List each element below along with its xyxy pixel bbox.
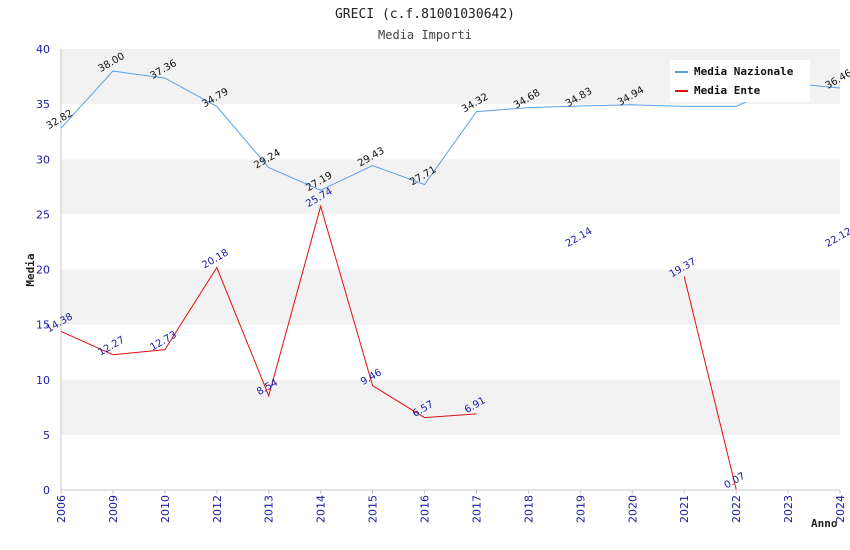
legend-label-ente: Media Ente <box>694 84 761 97</box>
y-tick-label: 15 <box>36 319 50 332</box>
axes <box>60 49 841 494</box>
series-line-nazionale <box>60 70 841 191</box>
x-tick-label: 2018 <box>522 495 535 523</box>
grid-band <box>61 324 840 380</box>
grid-band <box>61 104 840 160</box>
grid-band <box>61 379 840 435</box>
x-tick-label: 2013 <box>263 495 276 523</box>
y-tick-label: 30 <box>36 153 50 166</box>
series-line-ente <box>60 204 477 419</box>
legend-label-nazionale: Media Nazionale <box>694 65 794 78</box>
x-tick-label: 2019 <box>574 495 587 523</box>
series-lines <box>60 70 841 490</box>
x-tick-label: 2021 <box>678 495 691 523</box>
x-tick-labels: 2006 2009 2010 2012 2013 2014 2015 2016 2017 2018… <box>55 495 847 523</box>
x-tick-label: 2020 <box>626 495 639 523</box>
y-tick-label: 0 <box>43 484 50 497</box>
chart-title: GRECI (c.f.81001030642) <box>335 7 515 22</box>
x-tick-label: 2017 <box>470 495 483 523</box>
x-tick-label: 2010 <box>159 495 172 523</box>
x-tick-label: 2014 <box>315 495 328 523</box>
grid-band <box>61 434 840 490</box>
y-axis-label: Media <box>24 253 37 286</box>
x-tick-label: 2023 <box>782 495 795 523</box>
grid-bands <box>61 49 840 490</box>
y-tick-label: 40 <box>36 43 50 56</box>
x-tick-label: 2006 <box>55 495 68 523</box>
chart-subtitle: Media Importi <box>378 28 472 42</box>
x-axis-label: Anno <box>811 517 838 530</box>
x-tick-label: 2009 <box>107 495 120 523</box>
grid-band <box>61 159 840 215</box>
y-tick-label: 10 <box>36 374 50 387</box>
grid-band <box>61 269 840 325</box>
y-tick-label: 35 <box>36 98 50 111</box>
legend: Media Nazionale Media Ente <box>670 60 810 102</box>
x-tick-label: 2012 <box>211 495 224 523</box>
x-tick-label: 2022 <box>730 495 743 523</box>
x-tick-label: 2016 <box>419 495 432 523</box>
x-tick-label: 2024 <box>834 495 847 523</box>
legend-box <box>670 60 810 102</box>
y-tick-label: 20 <box>36 264 50 277</box>
y-tick-label: 5 <box>43 429 50 442</box>
x-tick-label: 2015 <box>367 495 380 523</box>
y-tick-labels: 0 5 10 15 20 25 30 35 40 <box>36 43 50 497</box>
grid-band <box>61 214 840 270</box>
y-tick-label: 25 <box>36 208 50 221</box>
series-line-ente <box>683 276 737 490</box>
